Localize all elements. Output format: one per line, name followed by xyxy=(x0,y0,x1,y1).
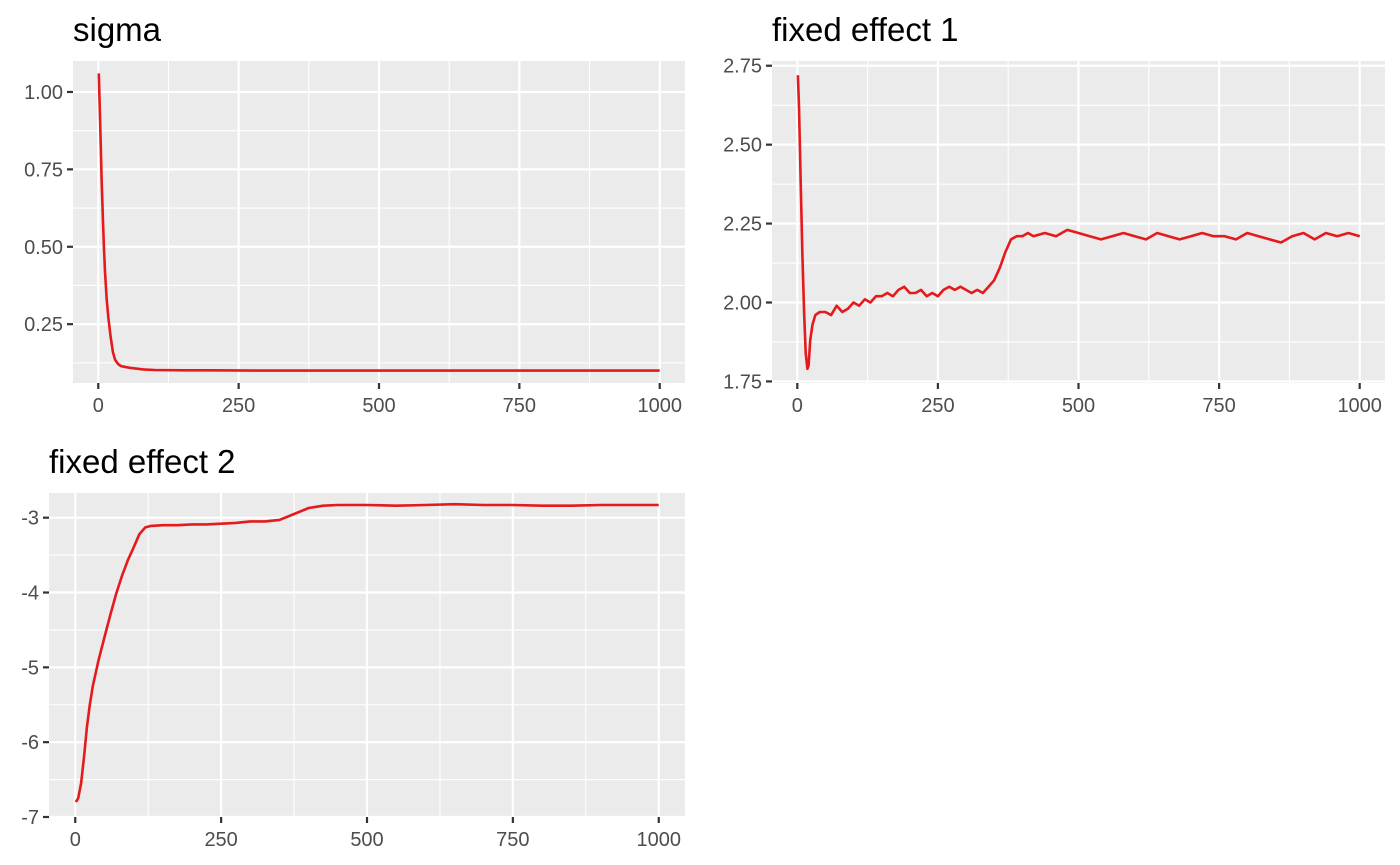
fixed-effect-2-line xyxy=(74,502,659,803)
x-tick-label: 250 xyxy=(921,395,954,417)
y-tick-label: -5 xyxy=(21,657,39,679)
fixed-effect-1-y-axis: 1.75 2.00 2.25 2.50 2.75 xyxy=(723,56,772,393)
sigma-grid xyxy=(73,61,685,383)
fixed-effect-2-x-axis: 0 250 500 750 1000 xyxy=(70,817,681,851)
y-tick-label: 1.00 xyxy=(24,82,63,104)
x-tick-label: 500 xyxy=(1062,395,1095,417)
sigma-y-axis: 0.25 0.50 0.75 1.00 xyxy=(24,82,73,336)
fixed-effect-1-grid xyxy=(772,61,1385,383)
y-tick-label: 2.25 xyxy=(723,214,762,236)
x-tick-label: 0 xyxy=(792,395,803,417)
y-tick-label: 2.75 xyxy=(723,56,762,78)
y-tick-label: 0.25 xyxy=(24,314,63,336)
fixed-effect-2-y-axis: -7 -6 -5 -4 -3 xyxy=(21,508,49,829)
x-tick-label: 1000 xyxy=(636,829,681,851)
x-tick-label: 250 xyxy=(222,395,255,417)
x-tick-label: 0 xyxy=(93,395,104,417)
fixed-effect-1-line xyxy=(796,75,1361,371)
y-tick-label: -7 xyxy=(21,807,39,829)
fixed-effect-2-title: fixed effect 2 xyxy=(49,443,236,480)
y-tick-label: 0.50 xyxy=(24,237,63,259)
x-tick-label: 750 xyxy=(496,829,529,851)
fixed-effect-1-title: fixed effect 1 xyxy=(772,11,959,48)
y-tick-label: -4 xyxy=(21,583,39,605)
y-tick-label: 2.50 xyxy=(723,135,762,157)
y-tick-label: 0.75 xyxy=(24,159,63,181)
y-tick-label: 1.75 xyxy=(723,371,762,393)
fixed-effect-1-x-axis: 0 250 500 750 1000 xyxy=(792,383,1382,417)
fixed-effect-1-panel: fixed effect 1 1.75 2.00 2.25 2.50 2.75 0 250… xyxy=(723,11,1385,417)
sigma-x-axis: 0 250 500 750 1000 xyxy=(93,383,682,417)
y-tick-label: 2.00 xyxy=(723,293,762,315)
x-tick-label: 1000 xyxy=(1337,395,1382,417)
x-tick-label: 750 xyxy=(1202,395,1235,417)
x-tick-label: 0 xyxy=(70,829,81,851)
x-tick-label: 500 xyxy=(362,395,395,417)
sigma-line xyxy=(97,73,660,372)
x-tick-label: 1000 xyxy=(637,395,682,417)
y-tick-label: -6 xyxy=(21,732,39,754)
sigma-panel: sigma 0.25 0.50 0.75 1.00 0 250 500 750 1000 xyxy=(24,11,685,417)
fixed-effect-2-grid xyxy=(49,493,685,819)
x-tick-label: 750 xyxy=(503,395,536,417)
sigma-title: sigma xyxy=(73,11,162,48)
x-tick-label: 250 xyxy=(204,829,237,851)
x-tick-label: 500 xyxy=(350,829,383,851)
y-tick-label: -3 xyxy=(21,508,39,530)
fixed-effect-2-panel: fixed effect 2 -7 -6 -5 -4 -3 0 250 500 750 1000 xyxy=(21,443,685,851)
